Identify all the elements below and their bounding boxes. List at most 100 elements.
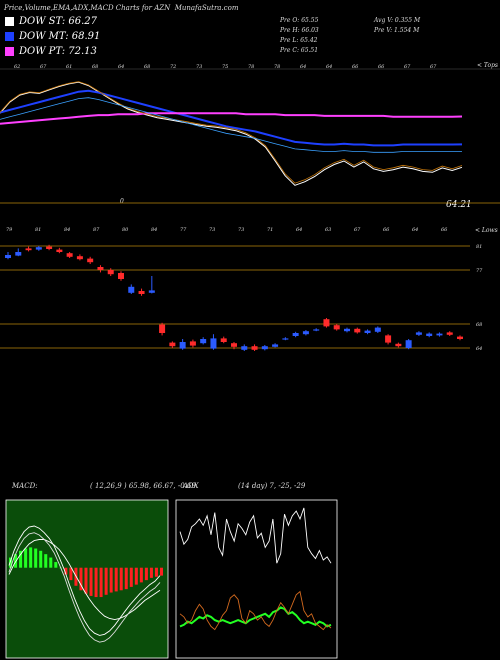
candle-body — [436, 333, 443, 336]
legend-item-st: DOW ST: 66.27 — [5, 16, 97, 27]
candle-body — [138, 291, 145, 294]
candle-body — [189, 341, 196, 346]
candle-body — [323, 319, 330, 327]
top-label: 64 — [326, 64, 332, 70]
candle-body — [374, 327, 381, 332]
candle-body — [415, 332, 422, 335]
candle-body — [56, 249, 63, 252]
candle-body — [282, 338, 289, 340]
candle-body — [97, 267, 104, 270]
candle-body — [426, 333, 433, 336]
candle-body — [107, 270, 114, 275]
candle-body — [302, 331, 309, 335]
top-label: 66 — [378, 64, 385, 70]
macd-bar — [149, 567, 153, 578]
macd-bar — [49, 557, 53, 568]
macd-bar — [34, 548, 38, 568]
zero-mark: 0 — [120, 198, 124, 205]
macd-bar — [29, 547, 33, 568]
candle-body — [446, 332, 453, 335]
macd-bar — [124, 567, 128, 590]
top-label: 72 — [170, 64, 176, 70]
bottom-label: 64 — [412, 227, 418, 233]
top-label: 67 — [430, 64, 437, 70]
top-label: 78 — [248, 64, 254, 70]
swatch-st-icon — [5, 17, 14, 26]
top-label: 78 — [274, 64, 280, 70]
level-label: 81 — [476, 244, 482, 250]
macd-bar — [109, 567, 113, 593]
candle-body — [169, 342, 176, 347]
candle-body — [354, 328, 361, 333]
macd-bar — [24, 548, 28, 568]
candle-body — [220, 338, 227, 342]
ema-series-0 — [0, 81, 463, 186]
candle-body — [200, 339, 207, 344]
candle-body — [344, 328, 350, 332]
candle-body — [385, 335, 392, 343]
candle-body — [292, 333, 299, 336]
candle-body — [272, 344, 279, 347]
prev-open: Pre O: 65.55 — [280, 17, 319, 24]
bottom-label: 73 — [209, 227, 215, 233]
last-ema-value: 64.21 — [446, 200, 472, 210]
macd-params: ( 12,26,9 ) 65.98, 66.67, -0.69 — [90, 482, 196, 490]
candle-panel: 81 77 68 64 — [0, 244, 483, 352]
macd-bar — [114, 567, 118, 592]
macd-bar — [119, 567, 123, 591]
tops-label: < Tops — [477, 62, 499, 69]
bottom-label: 66 — [383, 227, 390, 233]
candle-body — [66, 253, 73, 257]
top-label: 73 — [196, 64, 202, 70]
candle-body — [241, 346, 248, 350]
top-label: 64 — [118, 64, 124, 70]
adx-plus-di — [179, 590, 332, 631]
prev-volume: Pre V: 1.554 M — [374, 27, 420, 34]
macd-bar — [144, 567, 148, 581]
ema-panel: 62 67 61 68 64 68 72 73 75 78 78 64 64 66 66 67 67 79 81 84… — [0, 64, 500, 233]
ema-series-1 — [0, 89, 463, 147]
candle-body — [261, 346, 268, 350]
bottom-label: 77 — [180, 227, 187, 233]
candle-body — [179, 342, 186, 349]
legend-item-pt: DOW PT: 72.13 — [5, 46, 97, 57]
macd-bar — [84, 567, 88, 594]
bottom-label: 84 — [151, 227, 157, 233]
macd-bar — [44, 554, 48, 568]
macd-bar — [134, 567, 138, 585]
bottom-label: 84 — [64, 227, 70, 233]
macd-bar — [129, 567, 133, 587]
candle-body — [128, 286, 135, 293]
macd-bar — [154, 567, 158, 577]
macd-panel — [5, 499, 169, 659]
macd-bar — [159, 567, 163, 576]
candle-body — [251, 346, 258, 350]
candle-body — [395, 343, 402, 347]
adx-params: (14 day) 7, -25, -29 — [238, 482, 306, 490]
bottom-label: 66 — [441, 227, 448, 233]
bottom-label: 67 — [354, 227, 361, 233]
macd-bar — [14, 554, 18, 568]
candle-body — [35, 247, 42, 250]
top-label: 66 — [352, 64, 359, 70]
bottom-label: 73 — [238, 227, 244, 233]
macd-bar — [89, 567, 93, 596]
level-label: 77 — [476, 268, 483, 274]
bottom-label: 71 — [267, 227, 273, 233]
top-label: 68 — [92, 64, 98, 70]
top-label: 62 — [14, 64, 20, 70]
adx-line — [179, 507, 332, 564]
macd-bar — [94, 567, 98, 598]
candle-body — [333, 325, 340, 330]
macd-bar — [139, 567, 143, 583]
macd-bar — [104, 567, 108, 595]
candle-body — [159, 324, 166, 333]
candle-body — [15, 252, 22, 256]
macd-bar — [9, 557, 13, 568]
macd-bar — [79, 567, 83, 591]
ema-aux-cyan — [0, 97, 463, 153]
macd-line — [8, 525, 161, 636]
adx-title: ADX — [183, 482, 199, 490]
candle-body — [210, 338, 217, 349]
